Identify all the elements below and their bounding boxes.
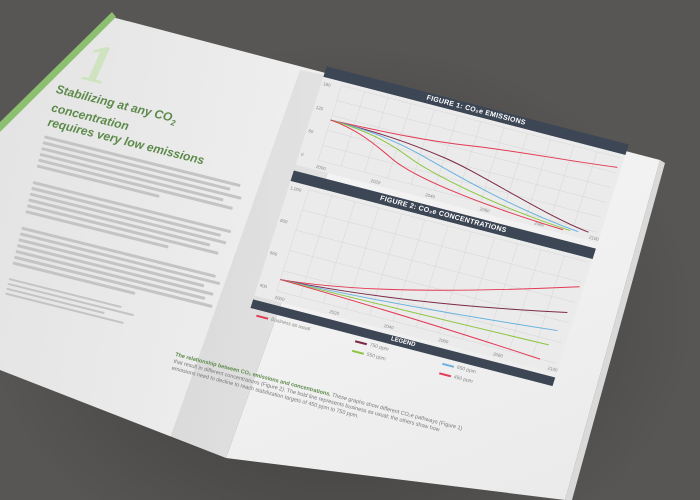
grid-line [508, 249, 542, 352]
y-tick-label: 600 [269, 250, 278, 257]
grid-line [526, 139, 551, 215]
y-tick-label: 180 [323, 81, 332, 88]
legend-swatch [438, 372, 452, 378]
y-tick-label: 800 [280, 218, 289, 225]
grid-line [276, 290, 556, 364]
ppm650-concentration-line [280, 279, 558, 332]
grid-line [317, 159, 597, 233]
y-tick-label: 1,000 [290, 185, 303, 193]
grid-line [341, 91, 365, 167]
grid-line [327, 130, 607, 203]
figure2-plot: 2000 2020 2040 2060 2080 2100 1,000 800 600 400 [254, 180, 593, 374]
bau-concentration-line [280, 279, 580, 291]
figure1-svg: 2000 2020 2040 2060 2080 2100 180 120 60 0 [300, 81, 621, 242]
ppm450-concentration-line [280, 279, 541, 360]
legend-label: 550 ppm [365, 351, 387, 363]
figure2-svg: 2000 2020 2040 2060 2080 2100 1,000 800 600 400 [259, 185, 588, 373]
x-tick-label: 2000 [274, 295, 286, 302]
x-tick-label: 2080 [492, 351, 504, 358]
x-tick-label: 2060 [479, 206, 491, 213]
grid-line [415, 225, 449, 328]
grid-line [369, 213, 402, 316]
grid-line [532, 255, 565, 358]
y-tick-label: 400 [259, 283, 268, 290]
grid-line [289, 250, 569, 323]
x-tick-label: 2100 [588, 235, 600, 242]
legend-swatch [351, 349, 365, 355]
grid-line [439, 231, 472, 334]
x-tick-label: 2100 [547, 365, 559, 372]
legend-swatch [354, 340, 368, 346]
grid-line [462, 237, 495, 340]
ppm650-emissions-line [330, 119, 579, 233]
grid-line [433, 115, 458, 191]
heading-subscript: 2 [169, 118, 177, 128]
grid-line [387, 103, 412, 179]
x-tick-label: 2040 [383, 323, 395, 330]
ppm550-emissions-line [330, 119, 571, 232]
grid-line [457, 121, 482, 197]
legend-swatch [441, 362, 455, 368]
grid-line [410, 109, 435, 185]
grid-line [317, 85, 342, 161]
figures-panel: FIGURE 1: CO₂e EMISSIONS 2000 2020 2040 206… [227, 66, 629, 459]
bau-emissions-line [330, 119, 618, 168]
grid-line [295, 230, 575, 303]
ppm750-emissions-line [330, 119, 589, 233]
figure1-plot: 2000 2020 2040 2060 2080 2100 180 120 60 0 [295, 76, 626, 243]
y-tick-label: 120 [315, 105, 324, 112]
x-tick-label: 2020 [370, 178, 382, 185]
ppm550-concentration-line [280, 279, 549, 346]
grid-line [283, 270, 563, 344]
ppm750-concentration-line [280, 279, 568, 313]
grid-line [302, 209, 582, 283]
legend-label: 750 ppm [368, 342, 390, 353]
y-tick-label: 60 [308, 128, 315, 134]
legend-label: 650 ppm [455, 364, 477, 376]
x-tick-label: 2080 [534, 220, 546, 227]
grid-line [341, 85, 621, 159]
x-tick-label: 2040 [425, 192, 437, 199]
grid-line [485, 243, 519, 346]
ppm450-emissions-line [330, 119, 564, 231]
grid-line [332, 115, 612, 188]
grid-line [503, 133, 528, 209]
grid-line [308, 189, 588, 263]
grid-line [299, 195, 333, 298]
legend-swatch [256, 314, 269, 320]
legend-label: 450 ppm [452, 374, 474, 385]
grid-line [364, 97, 389, 173]
grid-line [550, 145, 575, 221]
x-tick-label: 2060 [438, 337, 450, 344]
x-tick-label: 2020 [329, 309, 341, 316]
grid-line [322, 145, 602, 218]
grid-line [276, 189, 309, 292]
x-tick-label: 2000 [315, 164, 327, 171]
y-tick-label: 0 [300, 152, 304, 158]
